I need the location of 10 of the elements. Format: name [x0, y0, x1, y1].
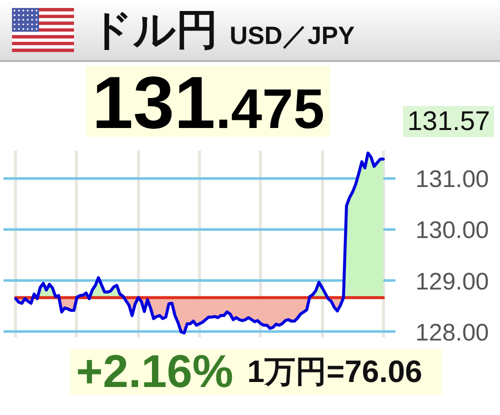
text: 131.57 — [403, 106, 494, 137]
y-tick-label: 130.00 — [416, 217, 489, 244]
y-tick-label: 128.00 — [416, 319, 489, 346]
y-tick-label: 129.00 — [416, 268, 489, 296]
chart-subtitle: 131.475 — [92, 61, 324, 144]
text: 1万円=76.06 — [247, 352, 422, 391]
y-tick-label: 131.00 — [416, 166, 489, 194]
text: +2.16% — [76, 344, 234, 400]
line-series — [14, 152, 385, 334]
chart-title: ドル円 USD／JPY — [90, 6, 355, 53]
